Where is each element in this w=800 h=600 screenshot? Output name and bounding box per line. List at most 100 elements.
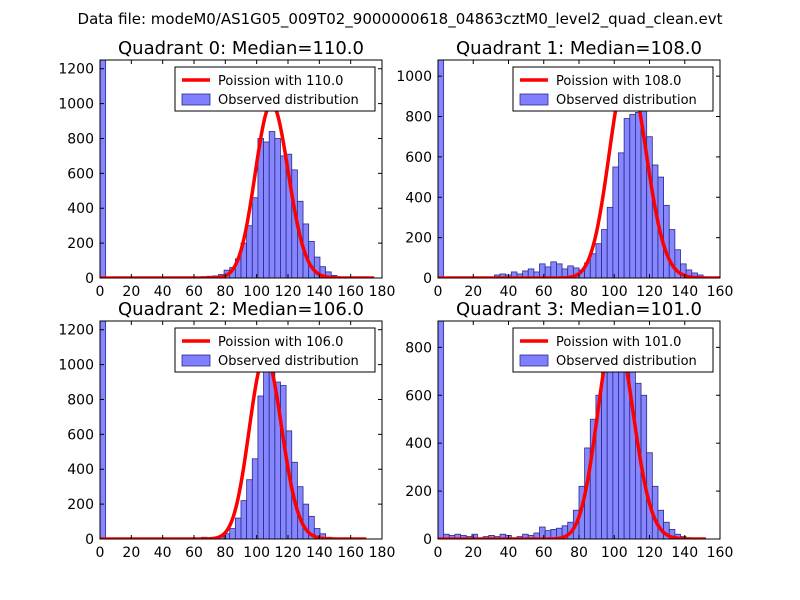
y-tick-label: 200: [67, 236, 94, 252]
x-tick-label: 160: [337, 545, 364, 561]
histogram-bar: [240, 500, 248, 539]
x-tick-label: 100: [243, 284, 270, 300]
y-tick-label: 200: [405, 231, 432, 247]
legend-bar-label: Observed distribution: [218, 354, 359, 369]
x-tick-label: 0: [96, 545, 105, 561]
histogram-bar: [618, 346, 625, 539]
chart-panel-2: Quadrant 2: Median=106.00 20 40 60 80 100 120 1…: [58, 299, 395, 561]
histogram-bars: [438, 60, 704, 278]
x-tick-label: 60: [535, 284, 553, 300]
legend-line-label: Poission with 101.0: [556, 335, 681, 350]
y-tick-label: 600: [405, 150, 432, 166]
histogram-bar: [618, 152, 625, 278]
legend-bar-swatch: [181, 93, 211, 106]
y-tick-label: 200: [67, 497, 94, 513]
x-tick-label: 120: [275, 284, 302, 300]
legend: Poission with 110.0 Observed distribution: [174, 66, 376, 112]
panel-title: Quadrant 1: Median=108.0: [456, 38, 702, 59]
y-tick-label: 0: [423, 271, 432, 287]
histogram-bar: [471, 533, 478, 539]
figure-suptitle: Data file: modeM0/AS1G05_009T02_90000006…: [78, 10, 723, 29]
poisson-curve: [100, 101, 375, 278]
y-tick-label: 0: [85, 271, 94, 287]
histogram-bar: [229, 528, 236, 539]
legend: Poission with 101.0 Observed distribution: [512, 327, 714, 373]
x-tick-label: 140: [671, 545, 698, 561]
histogram-bar: [438, 60, 445, 278]
y-tick-label: 1000: [58, 358, 94, 374]
y-tick-label: 400: [67, 462, 94, 478]
axes-frame: [99, 59, 383, 279]
legend-bar-swatch: [519, 354, 549, 367]
histogram-bar: [246, 225, 253, 278]
x-tick-label: 100: [243, 545, 270, 561]
histogram-bar: [635, 112, 642, 278]
y-tick-label: 200: [405, 484, 432, 500]
histogram-bar: [550, 261, 557, 278]
legend-bar-swatch: [519, 93, 549, 106]
legend-bar-swatch: [181, 354, 211, 367]
poisson-curve: [438, 68, 720, 278]
x-tick-label: 60: [185, 545, 203, 561]
legend-bar-label: Observed distribution: [556, 354, 697, 369]
y-tick-label: 1200: [58, 323, 94, 339]
y-tick-label: 1000: [396, 69, 432, 85]
histogram-bar: [438, 321, 445, 539]
x-tick-label: 80: [570, 284, 588, 300]
x-tick-label: 40: [500, 284, 518, 300]
y-tick-label: 400: [67, 201, 94, 217]
x-tick-label: 20: [464, 284, 482, 300]
x-tick-label: 80: [570, 545, 588, 561]
legend-line-label: Poission with 110.0: [218, 74, 343, 89]
histogram-bar: [257, 395, 264, 539]
histogram-bar: [612, 166, 619, 278]
x-tick-label: 180: [369, 284, 396, 300]
legend-line-label: Poission with 106.0: [218, 335, 343, 350]
panel-title: Quadrant 3: Median=101.0: [456, 299, 702, 320]
x-tick-label: 40: [154, 545, 172, 561]
panel-title: Quadrant 0: Median=110.0: [118, 38, 364, 59]
x-tick-label: 120: [636, 545, 663, 561]
histogram-bar: [629, 114, 636, 278]
histogram-bar: [556, 263, 563, 278]
x-tick-label: 20: [122, 284, 140, 300]
y-tick-label: 800: [67, 131, 94, 147]
histogram-bar: [251, 458, 259, 539]
x-tick-label: 80: [216, 284, 234, 300]
histogram-bar: [595, 243, 602, 278]
y-tick-label: 1200: [58, 62, 94, 78]
chart-panel-1: Quadrant 1: Median=108.0 0 20 40 60 80 100 120 1…: [396, 38, 733, 300]
x-tick-label: 0: [96, 284, 105, 300]
y-tick-label: 0: [423, 532, 432, 548]
x-tick-label: 160: [707, 545, 734, 561]
y-tick-label: 800: [67, 392, 94, 408]
panel-title: Quadrant 2: Median=106.0: [118, 299, 364, 320]
x-tick-label: 20: [464, 545, 482, 561]
histogram-bar: [263, 141, 270, 278]
histogram-bar: [100, 321, 107, 539]
x-tick-label: 0: [434, 284, 443, 300]
x-tick-label: 140: [671, 284, 698, 300]
y-tick-label: 400: [405, 436, 432, 452]
x-tick-label: 100: [601, 545, 628, 561]
chart-panel-3: Quadrant 3: Median=101.0 0 20 40 60 80 100 120 1…: [405, 299, 733, 561]
y-tick-label: 600: [67, 166, 94, 182]
histogram-bar: [539, 526, 546, 539]
legend: Poission with 106.0 Observed distribution: [174, 327, 376, 373]
poisson-curve: [100, 354, 367, 539]
histogram-bar: [539, 263, 546, 278]
x-tick-label: 60: [185, 284, 203, 300]
histogram-bar: [623, 118, 631, 278]
x-tick-label: 120: [636, 284, 663, 300]
poisson-curve: [438, 328, 706, 539]
y-tick-label: 600: [67, 427, 94, 443]
x-tick-label: 60: [535, 545, 553, 561]
y-tick-label: 800: [405, 340, 432, 356]
y-tick-label: 600: [405, 388, 432, 404]
histogram-bar: [100, 60, 107, 278]
x-tick-label: 140: [306, 545, 333, 561]
x-tick-label: 80: [216, 545, 234, 561]
histogram-bar: [308, 515, 315, 539]
histogram-bar: [263, 371, 270, 539]
